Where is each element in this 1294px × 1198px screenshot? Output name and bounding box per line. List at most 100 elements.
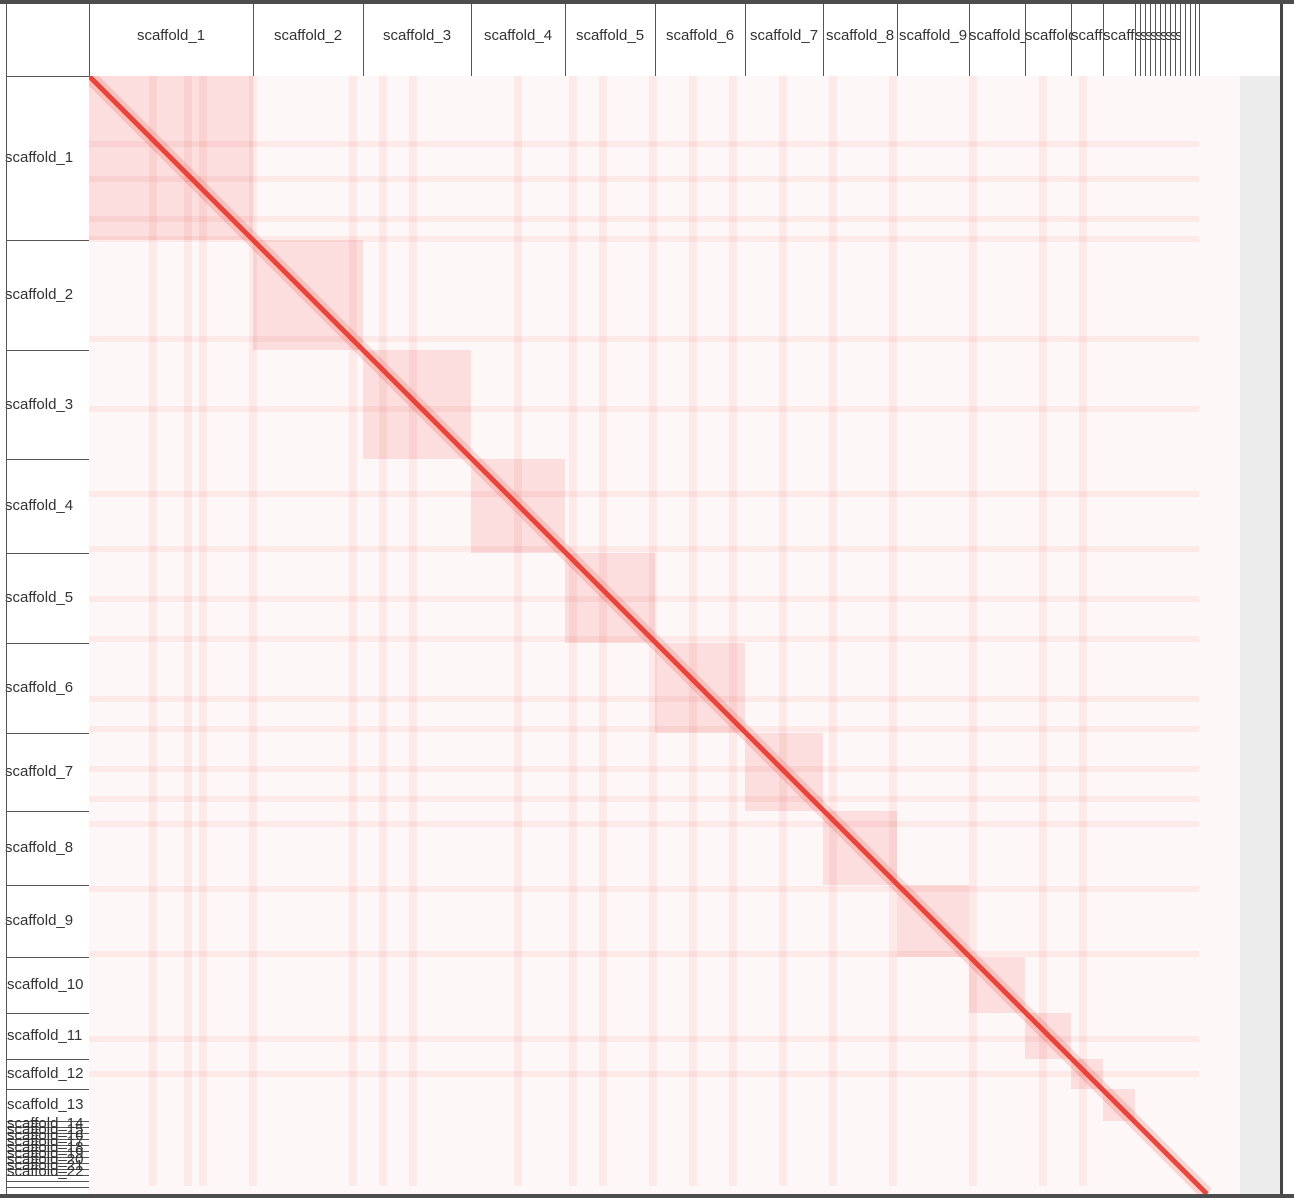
column-divider [1175,4,1176,76]
column-label-scaffold-17[interactable]: scaffold_17 [1150,28,1155,44]
row-divider [7,1059,89,1060]
row-label-scaffold-14[interactable]: scaffold_14 [7,1115,84,1132]
column-divider [471,4,472,76]
contact-stripe [89,796,1199,802]
column-divider [253,4,254,76]
contact-stripe [89,141,1199,147]
row-divider [7,811,89,812]
column-label-scaffold-1[interactable]: scaffold_1 [136,28,206,44]
column-divider [1170,4,1171,76]
column-divider [1195,4,1196,76]
contact-stripe [184,76,192,1186]
contact-stripe [199,76,207,1186]
contact-stripe [89,951,1199,957]
row-divider [7,1121,89,1122]
contact-stripe [89,696,1199,702]
main-diagonal [89,76,1209,1194]
column-label-scaffold-19[interactable]: scaffold_19 [1160,28,1165,44]
row-divider [7,1089,89,1090]
row-label-scaffold-1[interactable]: scaffold_1 [5,149,74,166]
header-corner [7,4,89,76]
column-label-scaffold-16[interactable]: scaffold_16 [1145,28,1150,44]
row-divider [7,885,89,886]
row-divider [7,240,89,241]
column-label-scaffold-2[interactable]: scaffold_2 [273,28,343,44]
right-border [1280,4,1283,1194]
row-divider [7,553,89,554]
contact-stripe [89,766,1199,772]
row-label-scaffold-11[interactable]: scaffold_11 [7,1027,83,1044]
column-label-scaffold-15[interactable]: scaffold_15 [1140,28,1145,44]
column-divider [1025,4,1026,76]
contact-stripe [89,546,1199,552]
column-divider [969,4,970,76]
row-label-scaffold-16[interactable]: scaffold_16 [7,1127,84,1144]
row-label-scaffold-18[interactable]: scaffold_18 [7,1139,84,1156]
column-divider [1071,4,1072,76]
column-label-scaffold-10[interactable]: scaffold_10 [969,28,1025,44]
contact-stripe [409,76,417,1186]
contact-heatmap[interactable] [89,76,1240,1194]
row-label-scaffold-20[interactable]: scaffold_20 [7,1151,84,1168]
row-divider [7,733,89,734]
column-label-scaffold-20[interactable]: scaffold_20 [1165,28,1170,44]
bottom-border [0,1194,1294,1198]
column-label-scaffold-8[interactable]: scaffold_8 [825,28,895,44]
contact-stripe [689,76,697,1186]
row-divider [7,76,89,77]
contact-stripe [89,886,1199,892]
row-divider [7,1145,89,1146]
row-label-scaffold-9[interactable]: scaffold_9 [5,912,74,929]
column-divider [1145,4,1146,76]
column-divider [745,4,746,76]
contact-stripe [89,406,1199,412]
column-divider [1103,4,1104,76]
row-divider [7,350,89,351]
contact-stripe [89,636,1199,642]
column-label-scaffold-12[interactable]: scaffold_12 [1071,28,1103,44]
row-label-scaffold-6[interactable]: scaffold_6 [5,679,74,696]
column-divider [1135,4,1136,76]
row-label-scaffold-15[interactable]: scaffold_15 [7,1121,84,1138]
column-label-scaffold-9[interactable]: scaffold_9 [898,28,968,44]
row-divider [7,957,89,958]
column-divider [655,4,656,76]
row-label-scaffold-2[interactable]: scaffold_2 [5,286,74,303]
row-label-scaffold-13[interactable]: scaffold_13 [7,1096,84,1113]
column-label-scaffold-18[interactable]: scaffold_18 [1155,28,1160,44]
row-label-scaffold-19[interactable]: scaffold_19 [7,1145,84,1162]
column-label-scaffold-5[interactable]: scaffold_5 [575,28,645,44]
column-label-scaffold-14[interactable]: scaffold_14 [1135,28,1140,44]
row-divider [7,1169,89,1170]
row-label-scaffold-7[interactable]: scaffold_7 [5,763,74,780]
column-label-scaffold-4[interactable]: scaffold_4 [483,28,553,44]
contact-stripe [779,76,787,1186]
row-label-scaffold-17[interactable]: scaffold_17 [7,1133,84,1150]
diagonal-halo [89,76,1212,1194]
contact-stripe [889,76,897,1186]
column-label-scaffold-22[interactable]: scaffold_22 [1175,28,1180,44]
column-label-scaffold-21[interactable]: scaffold_21 [1170,28,1175,44]
contact-stripe [89,216,1199,222]
row-label-scaffold-8[interactable]: scaffold_8 [5,839,74,856]
row-label-scaffold-5[interactable]: scaffold_5 [5,589,74,606]
column-divider [897,4,898,76]
row-label-scaffold-22[interactable]: scaffold_22 [7,1163,84,1180]
row-label-scaffold-4[interactable]: scaffold_4 [5,497,74,514]
row-label-scaffold-10[interactable]: scaffold_10 [7,976,84,993]
row-label-scaffold-12[interactable]: scaffold_12 [7,1065,84,1082]
column-label-scaffold-6[interactable]: scaffold_6 [665,28,735,44]
column-label-scaffold-3[interactable]: scaffold_3 [382,28,452,44]
right-gutter [1240,76,1280,1194]
row-label-scaffold-21[interactable]: scaffold_21 [7,1157,84,1174]
row-label-scaffold-3[interactable]: scaffold_3 [5,396,74,413]
column-divider [1185,4,1186,76]
row-divider [7,1175,89,1176]
column-label-scaffold-13[interactable]: scaffold_13 [1103,28,1135,44]
contact-stripe [1079,76,1087,1186]
contact-stripe [89,336,1199,342]
row-divider [7,1163,89,1164]
row-divider [7,1133,89,1134]
column-label-scaffold-11[interactable]: scaffold_11 [1025,28,1071,44]
column-label-scaffold-7[interactable]: scaffold_7 [749,28,819,44]
